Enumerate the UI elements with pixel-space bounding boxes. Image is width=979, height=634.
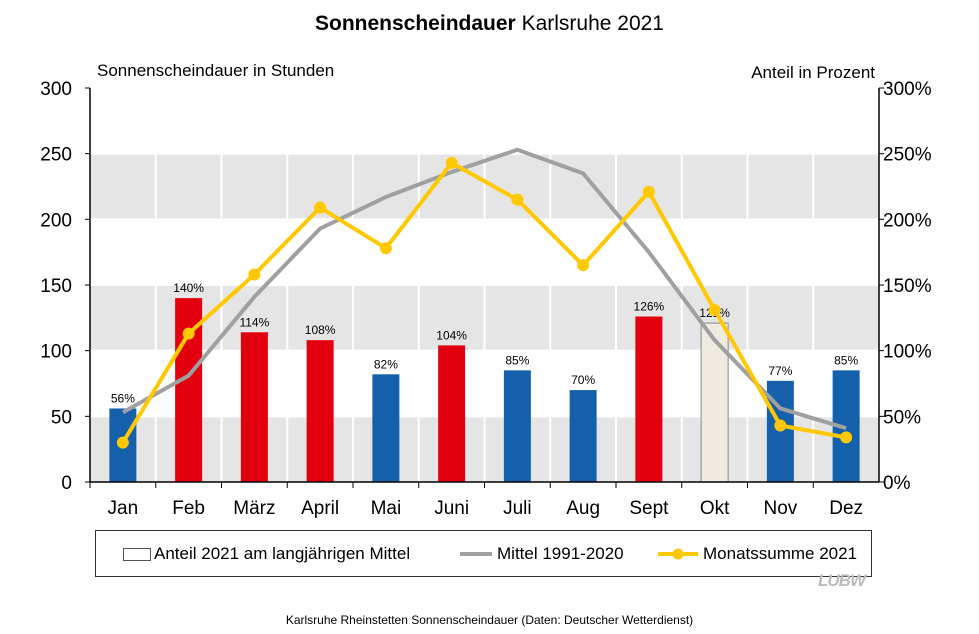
x-tick-label: April bbox=[301, 498, 339, 519]
legend-item-mittel: Mittel 1991-2020 bbox=[458, 544, 624, 564]
y-tick-right: 300% bbox=[883, 79, 932, 100]
y-tick-right: 150% bbox=[883, 276, 932, 297]
y-tick-right: 250% bbox=[883, 145, 932, 166]
y-tick-left: 0 bbox=[61, 473, 72, 494]
legend-swatch-yellow-line bbox=[658, 548, 698, 560]
bar-label: 108% bbox=[305, 323, 336, 337]
legend-swatch-bar bbox=[123, 547, 151, 561]
point-Okt bbox=[708, 303, 721, 316]
y-tick-left: 100 bbox=[40, 342, 72, 363]
x-tick-label: Juni bbox=[434, 498, 469, 519]
y-tick-left: 200 bbox=[40, 210, 72, 231]
y-tick-left: 150 bbox=[40, 276, 72, 297]
legend-label: Mittel 1991-2020 bbox=[497, 544, 624, 563]
bar-label: 85% bbox=[834, 353, 858, 367]
bar-label: 114% bbox=[239, 315, 269, 329]
chart-title: Sonnenscheindauer Karlsruhe 2021 bbox=[315, 12, 664, 35]
point-Juni bbox=[445, 156, 458, 169]
point-Juli bbox=[511, 193, 524, 206]
bar-label: 56% bbox=[111, 391, 135, 405]
line-monatssumme bbox=[121, 160, 847, 444]
legend-swatch-gray-line bbox=[460, 552, 492, 556]
bar-label: 85% bbox=[505, 353, 529, 367]
y-axis-right-label: Anteil in Prozent bbox=[751, 63, 875, 82]
lubw-logo: LUBW bbox=[818, 571, 866, 590]
y-axis-left-label: Sonnenscheindauer in Stunden bbox=[97, 61, 335, 80]
legend-item-bars: Anteil 2021 am langjährigen Mittel bbox=[123, 544, 410, 564]
bar-Juli bbox=[503, 370, 531, 482]
bar-label: 140% bbox=[173, 281, 204, 295]
point-Mai bbox=[379, 242, 392, 255]
x-tick-label: Okt bbox=[700, 498, 730, 519]
point-Aug bbox=[577, 259, 590, 272]
y-tick-right: 0% bbox=[883, 473, 911, 494]
x-tick-label: Mai bbox=[371, 498, 402, 519]
point-März bbox=[248, 268, 261, 281]
bar-Mai bbox=[372, 374, 400, 482]
x-tick-label: Aug bbox=[566, 498, 600, 519]
point-Jan bbox=[116, 436, 129, 449]
legend: Anteil 2021 am langjährigen Mittel Mitte… bbox=[95, 530, 872, 577]
bar-label: 70% bbox=[571, 373, 595, 387]
legend-label: Anteil 2021 am langjährigen Mittel bbox=[154, 544, 411, 563]
point-Dez bbox=[840, 431, 853, 444]
line-mittel bbox=[121, 147, 847, 431]
point-Feb bbox=[182, 327, 195, 340]
x-tick-label: Jan bbox=[108, 498, 139, 519]
x-tick-label: Nov bbox=[763, 498, 797, 519]
bar-Aug bbox=[569, 390, 597, 482]
bar-Juni bbox=[438, 345, 466, 482]
y-tick-left: 250 bbox=[40, 145, 72, 166]
point-Nov bbox=[774, 419, 787, 432]
bar-Sept bbox=[635, 316, 663, 482]
y-tick-right: 200% bbox=[883, 210, 932, 231]
bar-label: 82% bbox=[374, 357, 398, 371]
bar-label: 104% bbox=[436, 328, 467, 342]
point-April bbox=[314, 201, 327, 214]
point-Sept bbox=[642, 185, 655, 198]
legend-item-monatssumme: Monatssumme 2021 bbox=[656, 544, 857, 564]
x-tick-label: Sept bbox=[629, 498, 669, 519]
x-tick-label: Feb bbox=[172, 498, 205, 519]
x-tick-label: Dez bbox=[829, 498, 863, 519]
legend-label: Monatssumme 2021 bbox=[703, 544, 858, 563]
y-tick-left: 50 bbox=[51, 407, 72, 428]
x-tick-label: März bbox=[233, 498, 275, 519]
bar-label: 126% bbox=[634, 300, 665, 314]
y-tick-right: 100% bbox=[883, 342, 932, 363]
bar-März bbox=[240, 332, 268, 482]
x-tick-label: Juli bbox=[503, 498, 532, 519]
footer-source: Karlsruhe Rheinstetten Sonnenscheindauer… bbox=[285, 613, 694, 627]
bar-April bbox=[306, 340, 334, 482]
bar-Okt bbox=[700, 322, 729, 483]
bar-label: 77% bbox=[768, 364, 792, 378]
y-tick-right: 50% bbox=[883, 407, 921, 428]
chart-area: 56%140%114%108%82%104%85%70%126%121%77%8… bbox=[40, 79, 932, 519]
y-tick-left: 300 bbox=[40, 79, 72, 100]
